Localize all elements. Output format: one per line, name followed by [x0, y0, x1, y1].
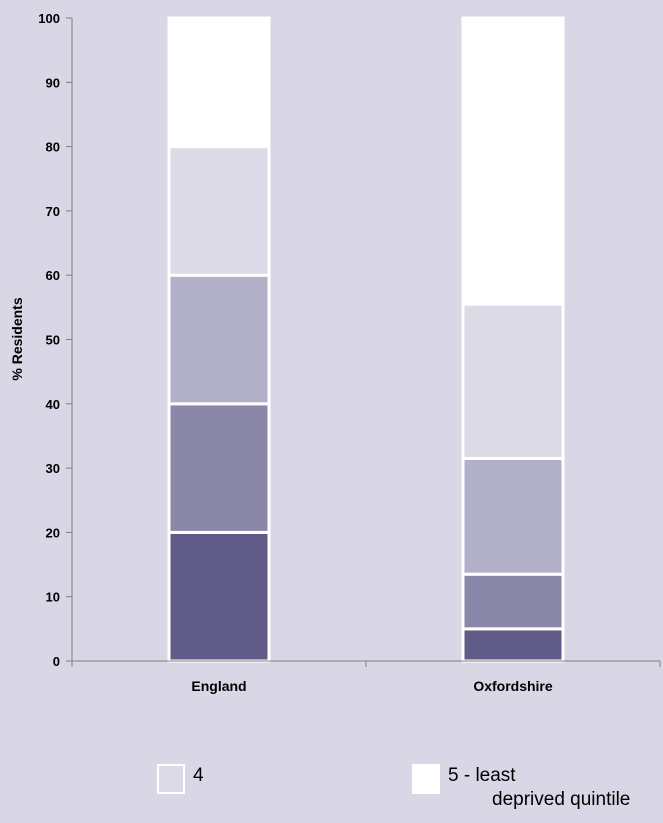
bars-group	[167, 16, 565, 663]
y-tick-label-0: 0	[53, 654, 60, 669]
bar-england-segment-1	[167, 530, 271, 663]
axes-group: England Oxfordshire 0 10 20 30 40 50 60 70 80 90 100	[38, 11, 661, 694]
y-tick-label-30: 30	[46, 461, 60, 476]
y-tick-label-90: 90	[46, 75, 60, 90]
y-tick-label-50: 50	[46, 333, 60, 348]
bar-england-segment-4	[167, 145, 271, 277]
legend-item-4: 4	[157, 764, 204, 794]
bar-england-segment-2	[167, 402, 271, 534]
legend-item-5: 5 - least deprived quintile	[412, 764, 630, 812]
legend-label-5-line1: 5 - least	[448, 765, 516, 786]
legend-swatch-5	[412, 764, 440, 794]
bar-oxfordshire-segment-5	[461, 16, 565, 306]
bar-england-segment-5	[167, 16, 271, 149]
y-tick-label-100: 100	[38, 11, 60, 26]
bar-england-segment-3	[167, 273, 271, 406]
y-axis-label: % Residents	[9, 297, 25, 380]
bar-oxfordshire-segment-1	[461, 627, 565, 663]
y-tick-label-70: 70	[46, 204, 60, 219]
bar-oxfordshire-segment-4	[461, 302, 565, 460]
legend-label-5-line2: deprived quintile	[492, 789, 631, 810]
legend-label-4: 4	[193, 765, 204, 786]
y-tick-label-60: 60	[46, 268, 60, 283]
y-tick-label-40: 40	[46, 397, 60, 412]
y-tick-label-20: 20	[46, 525, 60, 540]
y-tick-label-10: 10	[46, 590, 60, 605]
legend-swatch-4	[157, 764, 185, 794]
x-tick-label-england: England	[191, 678, 246, 694]
bar-oxfordshire-segment-3	[461, 456, 565, 576]
x-tick-label-oxfordshire: Oxfordshire	[473, 678, 553, 694]
bar-oxfordshire-segment-2	[461, 572, 565, 631]
y-tick-label-80: 80	[46, 140, 60, 155]
